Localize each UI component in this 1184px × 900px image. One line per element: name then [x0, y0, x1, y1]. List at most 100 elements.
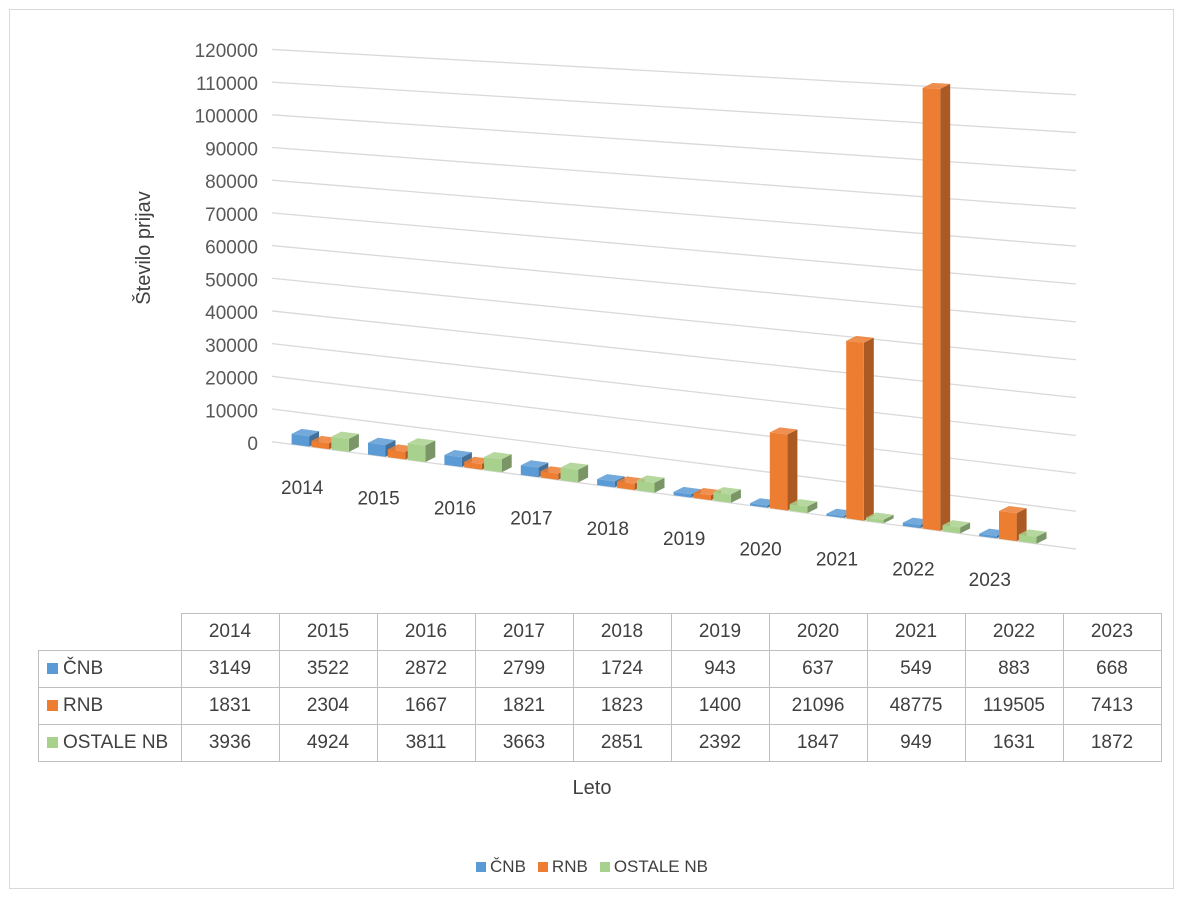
- legend-label: RNB: [551, 857, 588, 876]
- bar-rnb-2022: [922, 82, 951, 531]
- legend-label: OSTALE NB: [613, 857, 708, 876]
- legend-item: OSTALE NB: [599, 857, 708, 877]
- table-cell: 4924: [278, 724, 378, 762]
- gridline: [272, 179, 1077, 247]
- y-tick-label: 0: [247, 434, 258, 455]
- table-cell: 3936: [180, 724, 280, 762]
- plot-area: 0 10000 20000 30000 40000 50000 60000 70000 8000…: [132, 41, 1077, 591]
- table-year-header: 2022: [964, 613, 1064, 651]
- table-series-label: RNB: [38, 687, 182, 725]
- chart-frame: [9, 9, 1174, 889]
- bar-ostale-nb-2017: [560, 462, 589, 483]
- table-cell: 2851: [572, 724, 672, 762]
- table-cell: 1831: [180, 687, 280, 725]
- table-cell: 48775: [866, 687, 966, 725]
- gridline: [272, 81, 1077, 134]
- table-year-header: 2018: [572, 613, 672, 651]
- table-year-header: 2020: [768, 613, 868, 651]
- bar-rnb-2020: [769, 427, 798, 511]
- table-cell: 3149: [180, 650, 280, 688]
- table-cell: 119505: [964, 687, 1064, 725]
- gridline: [272, 114, 1077, 172]
- table-cell: 1667: [376, 687, 476, 725]
- y-tick-label: 110000: [196, 74, 258, 95]
- table-cell: 1847: [768, 724, 868, 762]
- table-row: OSTALE NB 3936 4924 3811 3663 2851 2392 1847 949…: [38, 724, 1162, 762]
- table-year-header: 2014: [180, 613, 280, 651]
- bar-rnb-2021: [846, 335, 874, 521]
- table-cell: 1821: [474, 687, 574, 725]
- bar-ostale-nb-2015: [407, 438, 436, 463]
- x-category-label: 2017: [510, 509, 552, 530]
- gridline: [271, 342, 1077, 437]
- x-category-label: 2018: [587, 519, 629, 540]
- series-swatch: [47, 737, 58, 748]
- table-cell: 3663: [474, 724, 574, 762]
- table-cell: 21096: [768, 687, 868, 725]
- table-year-header: 2016: [376, 613, 476, 651]
- gridline: [271, 310, 1077, 399]
- table-row: RNB 1831 2304 1667 1821 1823 1400 21096 48775 119…: [38, 687, 1162, 725]
- x-category-label: 2022: [892, 560, 934, 581]
- table-body: ČNB 3149 3522 2872 2799 1724 943 637 549 883 668 RN…: [38, 650, 1162, 762]
- x-category-label: 2015: [357, 488, 399, 509]
- series-name: RNB: [63, 695, 104, 716]
- table-cell: 668: [1062, 650, 1162, 688]
- y-tick-label: 40000: [205, 303, 258, 324]
- series-name: OSTALE NB: [63, 732, 169, 753]
- table-cell: 2799: [474, 650, 574, 688]
- x-category-label: 2016: [434, 499, 476, 520]
- gridline: [272, 48, 1077, 96]
- series-swatch: [47, 700, 58, 711]
- table-cell: 2392: [670, 724, 770, 762]
- table-cell: 3811: [376, 724, 476, 762]
- table-cell: 1724: [572, 650, 672, 688]
- legend-swatch: [476, 862, 487, 872]
- table-cell: 949: [866, 724, 966, 762]
- table-cell: 7413: [1062, 687, 1162, 725]
- table-cell: 1823: [572, 687, 672, 725]
- bars: [291, 82, 1047, 544]
- y-tick-labels: 0 10000 20000 30000 40000 50000 60000 70000 8000…: [195, 41, 258, 455]
- gridline: [272, 244, 1077, 323]
- x-category-label: 2019: [663, 529, 705, 550]
- y-axis-title: Število prijav: [132, 191, 155, 304]
- bar-ostale-nb-2021: [866, 512, 894, 524]
- x-axis-title: Leto: [572, 777, 612, 799]
- table-year-header: 2015: [278, 613, 378, 651]
- legend-label: ČNB: [490, 857, 526, 876]
- table-year-header: 2021: [866, 613, 966, 651]
- bar-ostale-nb-2018: [636, 475, 665, 493]
- table-row: ČNB 3149 3522 2872 2799 1724 943 637 549 883 668: [38, 650, 1162, 688]
- legend-swatch: [537, 862, 548, 872]
- table-cell: 549: [866, 650, 966, 688]
- y-tick-label: 120000: [195, 41, 258, 62]
- bar-ostale-nb-2014: [331, 431, 359, 452]
- table-year-header: 2023: [1062, 613, 1162, 651]
- legend-item: RNB: [537, 857, 588, 877]
- bar-ostale-nb-2016: [484, 452, 512, 473]
- legend-item: ČNB: [476, 857, 526, 877]
- table-cell: 1400: [670, 687, 770, 725]
- x-category-label: 2023: [969, 570, 1011, 591]
- y-tick-label: 60000: [205, 238, 258, 259]
- bar-cnb-2017: [520, 460, 549, 478]
- bar-ostale-nb-2023: [1018, 529, 1047, 544]
- gridlines: [271, 48, 1077, 550]
- y-tick-label: 30000: [205, 336, 258, 357]
- bar-ostale-nb-2020: [789, 499, 818, 514]
- table-year-header: 2017: [474, 613, 574, 651]
- table-cell: 2872: [376, 650, 476, 688]
- table-cell: 1631: [964, 724, 1064, 762]
- table-corner: [38, 613, 182, 651]
- y-tick-label: 50000: [205, 270, 258, 291]
- table-year-header: 2019: [670, 613, 770, 651]
- gridline: [272, 212, 1077, 285]
- bar-ostale-nb-2022: [942, 520, 971, 534]
- table-header-row: 2014 2015 2016 2017 2018 2019 2020 2021 2022 2023: [38, 613, 1162, 651]
- table-series-label: OSTALE NB: [38, 724, 182, 762]
- x-category-label: 2021: [816, 550, 858, 571]
- y-tick-label: 70000: [205, 205, 258, 226]
- x-category-labels: 2014 2015 2016 2017 2018 2019 2020 2021 2022 2023: [281, 478, 1011, 591]
- series-swatch: [47, 663, 58, 674]
